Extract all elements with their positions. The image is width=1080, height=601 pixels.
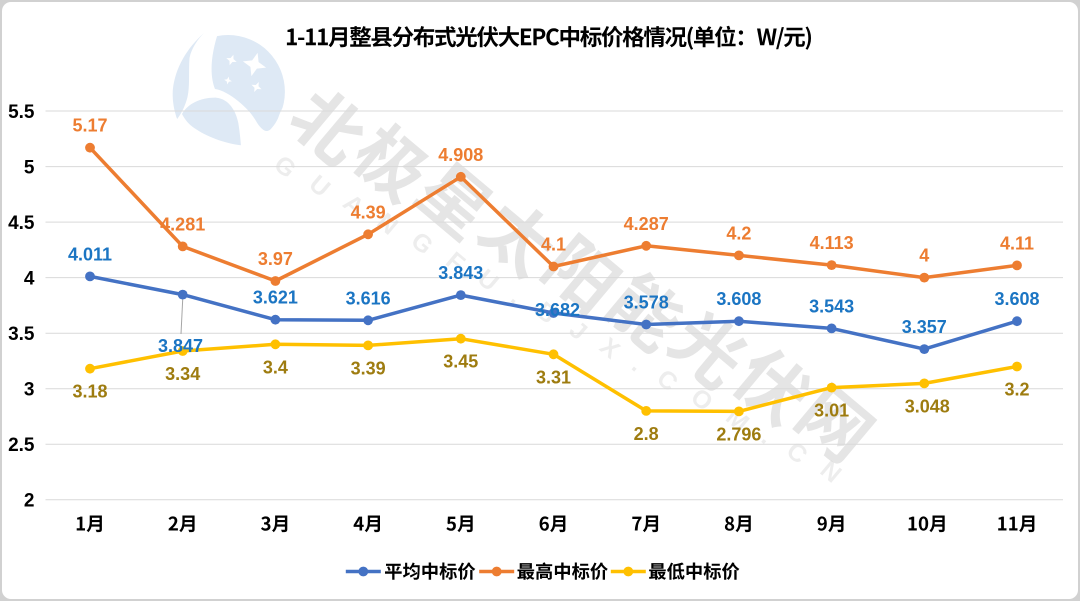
- svg-text:3.578: 3.578: [624, 293, 669, 313]
- svg-text:3.543: 3.543: [809, 296, 854, 316]
- svg-text:3.4: 3.4: [263, 357, 288, 377]
- svg-text:2.5: 2.5: [8, 435, 35, 456]
- svg-text:3.18: 3.18: [72, 382, 107, 402]
- svg-text:3.45: 3.45: [443, 352, 478, 372]
- svg-text:3.357: 3.357: [902, 317, 947, 337]
- svg-text:3.048: 3.048: [905, 396, 950, 416]
- svg-text:3.621: 3.621: [253, 288, 298, 308]
- svg-text:3.847: 3.847: [158, 336, 203, 356]
- svg-text:4.287: 4.287: [624, 214, 669, 234]
- svg-text:4.39: 4.39: [351, 202, 386, 222]
- svg-text:4.908: 4.908: [438, 145, 483, 165]
- svg-text:3.608: 3.608: [994, 289, 1039, 309]
- svg-text:4.281: 4.281: [160, 214, 205, 234]
- svg-text:3.97: 3.97: [258, 249, 293, 269]
- svg-text:3.39: 3.39: [351, 358, 386, 378]
- svg-text:5.17: 5.17: [72, 116, 107, 136]
- svg-text:4.1: 4.1: [541, 235, 566, 255]
- svg-text:3.34: 3.34: [165, 364, 200, 384]
- svg-text:4.113: 4.113: [810, 233, 854, 253]
- svg-text:3.843: 3.843: [438, 263, 483, 283]
- svg-text:3.608: 3.608: [716, 289, 761, 309]
- svg-text:2.796: 2.796: [716, 424, 761, 444]
- svg-text:2: 2: [24, 491, 35, 512]
- svg-text:4.11: 4.11: [1000, 233, 1034, 253]
- svg-text:3.31: 3.31: [536, 367, 571, 387]
- svg-text:3.682: 3.682: [535, 300, 580, 320]
- svg-text:3.01: 3.01: [814, 401, 849, 421]
- svg-text:3.616: 3.616: [346, 288, 391, 308]
- svg-text:4: 4: [919, 246, 929, 266]
- svg-text:5.5: 5.5: [8, 102, 35, 123]
- svg-text:2.8: 2.8: [634, 424, 659, 444]
- svg-text:5: 5: [24, 157, 35, 178]
- svg-text:4.2: 4.2: [726, 223, 751, 243]
- svg-text:3.5: 3.5: [8, 324, 35, 345]
- svg-text:4: 4: [24, 268, 35, 289]
- svg-text:4.5: 4.5: [8, 213, 35, 234]
- svg-text:4.011: 4.011: [68, 244, 112, 264]
- svg-text:3: 3: [24, 380, 35, 401]
- svg-text:3.2: 3.2: [1004, 380, 1029, 400]
